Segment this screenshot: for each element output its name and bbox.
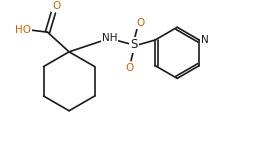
Text: NH: NH <box>102 33 117 43</box>
Text: HO: HO <box>15 25 31 35</box>
Text: O: O <box>52 1 61 11</box>
Text: O: O <box>125 63 133 73</box>
Text: O: O <box>137 18 145 28</box>
Text: S: S <box>130 38 138 51</box>
Text: N: N <box>201 35 209 45</box>
